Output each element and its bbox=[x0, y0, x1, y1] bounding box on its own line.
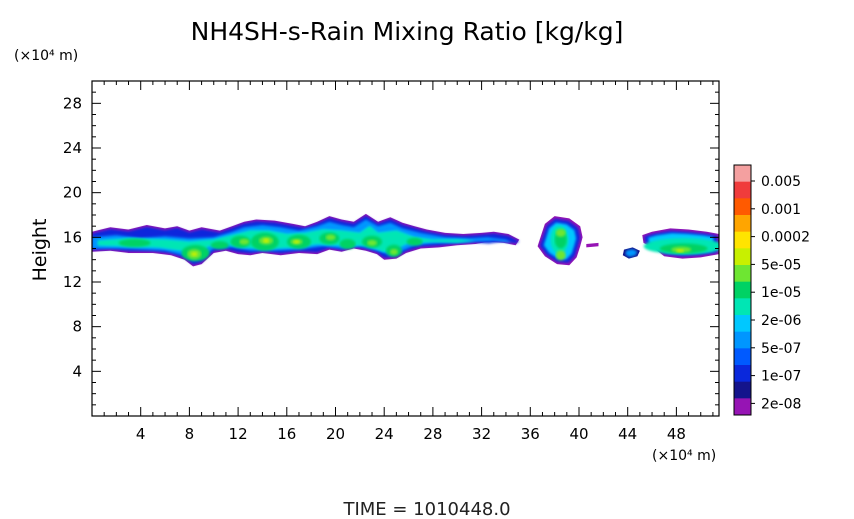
y-tick-label: 4 bbox=[72, 362, 82, 380]
colorbar-label: 2e-06 bbox=[761, 313, 801, 329]
x-tick-label: 12 bbox=[229, 425, 248, 443]
x-tick-label: 8 bbox=[185, 425, 195, 443]
cloud-core bbox=[389, 248, 398, 255]
colorbar-label: 2e-08 bbox=[761, 396, 801, 412]
cloud-core bbox=[406, 237, 423, 246]
y-tick-label: 16 bbox=[63, 228, 82, 246]
colorbar-swatch bbox=[734, 231, 751, 249]
colorbar-label: 1e-07 bbox=[761, 369, 801, 385]
x-tick-label: 24 bbox=[375, 425, 394, 443]
x-tick-label: 40 bbox=[569, 425, 588, 443]
colorbar-frame bbox=[733, 164, 752, 416]
y-tick-label: 24 bbox=[63, 139, 82, 157]
colorbar-swatch bbox=[734, 165, 751, 183]
time-label: TIME = 1010448.0 bbox=[342, 499, 510, 519]
x-unit-label: (×10⁴ m) bbox=[652, 448, 716, 464]
fragment bbox=[586, 242, 599, 248]
cloud-core bbox=[555, 250, 566, 261]
small-patch-core bbox=[625, 249, 638, 257]
y-unit-label: (×10⁴ m) bbox=[14, 48, 78, 64]
y-tick-label: 12 bbox=[63, 273, 82, 291]
y-tick-label: 8 bbox=[72, 318, 82, 336]
colorbar-swatch bbox=[734, 298, 751, 316]
x-tick-label: 44 bbox=[618, 425, 637, 443]
x-tick-label: 4 bbox=[136, 425, 146, 443]
x-tick-label: 16 bbox=[277, 425, 296, 443]
mixing-ratio-field bbox=[92, 213, 719, 267]
colorbar-swatch bbox=[734, 198, 751, 216]
chart-title: NH4SH-s-Rain Mixing Ratio [kg/kg] bbox=[191, 17, 624, 46]
colorbar-swatch bbox=[734, 331, 751, 349]
colorbar-swatch bbox=[734, 265, 751, 283]
x-axis: 4 8 12 16 20 24 28 32 36 40 44 48 bbox=[103, 81, 714, 443]
colorbar: 0.005 0.001 0.0002 5e-05 1e-05 2e-06 5e-07 1e-0… bbox=[733, 164, 810, 416]
cloud-core bbox=[191, 252, 198, 257]
cloud-core bbox=[263, 238, 270, 243]
colorbar-label: 0.005 bbox=[761, 174, 801, 190]
colorbar-label: 0.0002 bbox=[761, 230, 810, 246]
cloud-core bbox=[339, 239, 356, 250]
colorbar-label: 1e-05 bbox=[761, 285, 801, 301]
colorbar-swatch bbox=[734, 398, 751, 416]
cloud-core bbox=[325, 234, 336, 241]
y-axis-label: Height bbox=[29, 219, 51, 282]
cloud-core bbox=[210, 241, 229, 250]
y-tick-label: 28 bbox=[63, 94, 82, 112]
colorbar-swatch bbox=[734, 381, 751, 399]
cloud-core bbox=[367, 239, 378, 246]
colorbar-swatch bbox=[734, 365, 751, 383]
colorbar-swatch bbox=[734, 215, 751, 233]
cloud-core bbox=[118, 238, 151, 247]
colorbar-swatch bbox=[734, 181, 751, 199]
x-tick-label: 48 bbox=[667, 425, 686, 443]
x-tick-label: 36 bbox=[521, 425, 540, 443]
cloud-core bbox=[293, 240, 300, 244]
x-tick-label: 28 bbox=[423, 425, 442, 443]
colorbar-swatch bbox=[734, 348, 751, 366]
y-tick-label: 20 bbox=[63, 184, 82, 202]
y-axis: 4 8 12 16 20 24 28 bbox=[63, 91, 719, 406]
cloud-core bbox=[676, 249, 685, 253]
colorbar-swatch bbox=[734, 281, 751, 299]
colorbar-label: 5e-07 bbox=[761, 341, 801, 357]
colorbar-swatch bbox=[734, 315, 751, 333]
colorbar-swatch bbox=[734, 248, 751, 266]
cloud-core bbox=[239, 238, 250, 245]
colorbar-label: 0.001 bbox=[761, 202, 801, 218]
colorbar-label: 5e-05 bbox=[761, 257, 801, 273]
cloud-core bbox=[555, 228, 566, 237]
x-tick-label: 20 bbox=[326, 425, 345, 443]
x-tick-label: 32 bbox=[472, 425, 491, 443]
